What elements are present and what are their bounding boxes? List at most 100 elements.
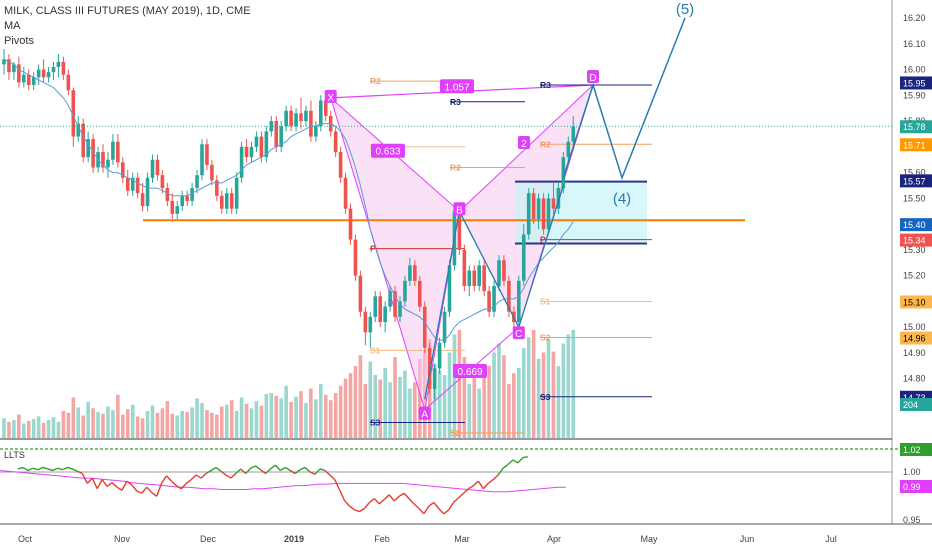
volume-bar xyxy=(91,408,95,438)
volume-bar xyxy=(388,382,392,438)
price-tick-label: 15.30 xyxy=(903,245,926,255)
volume-bar xyxy=(160,408,165,438)
candle-body xyxy=(145,177,150,207)
candle-body xyxy=(358,275,363,312)
candle-body xyxy=(432,368,437,390)
volume-bar xyxy=(116,394,120,438)
candle-body xyxy=(22,74,26,83)
candle-body xyxy=(66,74,71,91)
llts-line-segment xyxy=(497,467,504,476)
candle-body xyxy=(234,177,239,209)
llts-line-segment xyxy=(170,480,177,487)
volume-bar xyxy=(531,330,536,438)
llts-line-segment xyxy=(448,502,455,511)
candle-body xyxy=(437,342,442,369)
volume-bar xyxy=(220,406,224,438)
candle-body xyxy=(388,291,392,307)
volume-bar xyxy=(86,402,90,438)
time-tick-label: Oct xyxy=(18,534,33,544)
llts-line-segment xyxy=(200,473,207,479)
volume-bar xyxy=(195,398,199,438)
llts-line-segment xyxy=(398,492,405,497)
llts-line-segment xyxy=(383,494,390,500)
llts-line-segment xyxy=(274,464,281,471)
pattern-point-a-bg xyxy=(418,406,431,420)
llts-line-segment xyxy=(116,486,123,491)
candle-body xyxy=(116,141,120,163)
volume-bar xyxy=(229,400,234,438)
volume-bar xyxy=(526,337,531,438)
volume-bar xyxy=(175,415,180,438)
candle-body xyxy=(487,291,491,312)
volume-bar xyxy=(17,414,21,438)
symbol-title[interactable]: MILK, CLASS III FUTURES (MAY 2019), 1D, … xyxy=(4,5,251,17)
pivot-label: S2 xyxy=(540,333,551,343)
llts-line-segment xyxy=(502,463,509,469)
candle-body xyxy=(46,72,51,78)
candle-body xyxy=(541,198,546,230)
volume-bar xyxy=(566,334,571,438)
time-tick-label: Feb xyxy=(374,534,390,544)
volume-bar xyxy=(497,343,501,438)
candle-body xyxy=(462,249,467,286)
llts-line-segment xyxy=(423,505,430,515)
llts-line-segment xyxy=(359,507,365,513)
price-tick-label: 14.80 xyxy=(903,374,926,384)
candle-body xyxy=(259,136,264,158)
candle-body xyxy=(86,139,90,158)
candle-body xyxy=(289,110,293,127)
volume-bar xyxy=(200,402,204,438)
candle-body xyxy=(254,136,259,147)
candle-body xyxy=(210,164,214,181)
llts-line-segment xyxy=(47,468,53,472)
volume-bar xyxy=(81,415,85,438)
volume-bar xyxy=(145,411,150,438)
llts-line-segment xyxy=(388,494,395,502)
volume-bar xyxy=(408,388,412,438)
candle-body xyxy=(106,159,110,168)
volume-bar xyxy=(502,355,506,438)
candle-body xyxy=(502,260,506,281)
llts-line-segment xyxy=(369,498,375,503)
candle-body xyxy=(492,285,496,312)
volume-bar xyxy=(452,334,457,438)
candle-body xyxy=(427,347,432,390)
volume-bar xyxy=(403,370,407,438)
candle-body xyxy=(26,74,31,86)
price-badge-bg xyxy=(900,295,932,309)
chart-legend: MILK, CLASS III FUTURES (MAY 2019), 1D, … xyxy=(4,4,251,49)
candle-body xyxy=(299,113,303,122)
indicator-pivots-label[interactable]: Pivots xyxy=(4,35,34,47)
llts-line-segment xyxy=(155,483,163,497)
volume-bar xyxy=(274,395,279,438)
pivot-label: P xyxy=(370,244,376,254)
llts-line-segment xyxy=(230,473,237,479)
volume-bar xyxy=(56,421,61,438)
price-tick-label: 15.00 xyxy=(903,322,926,332)
llts-line-segment xyxy=(57,467,63,471)
volume-bar xyxy=(150,405,155,438)
candle-body xyxy=(556,188,561,209)
llts-line-segment xyxy=(477,480,484,490)
llts-line-segment xyxy=(190,474,197,481)
volume-bar xyxy=(224,404,229,438)
llts-signal-badge-bg xyxy=(900,480,932,493)
llts-line-segment xyxy=(482,482,489,490)
candle-body xyxy=(477,265,481,286)
volume-bar xyxy=(482,370,486,438)
llts-line-segment xyxy=(458,492,464,499)
volume-bar xyxy=(383,367,387,438)
indicator-ma-label[interactable]: MA xyxy=(4,20,21,32)
volume-bar xyxy=(180,411,184,438)
candle-body xyxy=(229,193,234,209)
price-tick-label: 16.20 xyxy=(903,13,926,23)
candle-body xyxy=(536,198,541,219)
candle-body xyxy=(284,110,288,127)
pivot-label: R3 xyxy=(540,80,551,90)
llts-line-segment xyxy=(329,474,336,481)
price-badge: 15.71 xyxy=(903,140,926,150)
candle-body xyxy=(551,198,556,209)
candle-body xyxy=(333,131,338,153)
candle-body xyxy=(521,234,526,281)
